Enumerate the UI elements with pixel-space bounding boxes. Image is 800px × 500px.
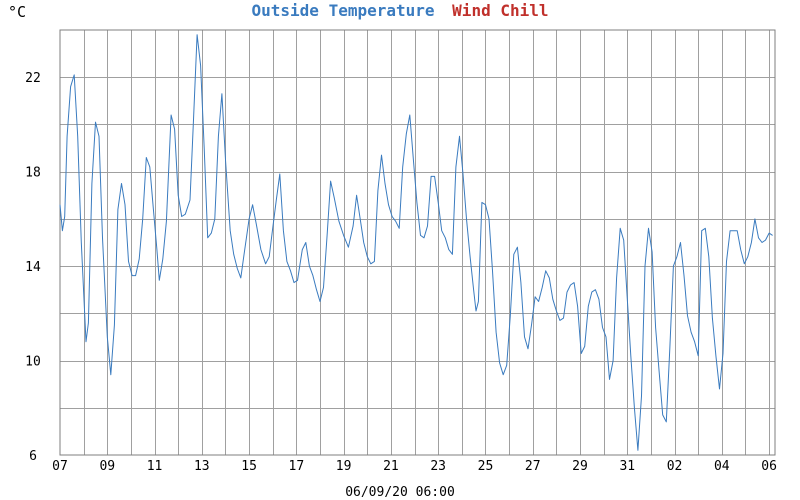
series-group	[59, 34, 773, 451]
x-tick-label: 04	[714, 459, 730, 474]
x-tick-label: 27	[525, 459, 541, 474]
plot-frame	[59, 29, 776, 456]
series-line-outside-temperature	[59, 34, 773, 451]
y-tick-label: 22	[25, 71, 41, 86]
unit-label: °C	[8, 3, 26, 21]
y-tick-label: 18	[25, 166, 41, 181]
x-tick-label: 15	[241, 459, 257, 474]
y-tick-label: 14	[25, 260, 41, 275]
x-tick-label: 31	[619, 459, 635, 474]
x-tick-label: 07	[52, 459, 68, 474]
y-tick-labels: 6 10 14 18 22	[25, 71, 41, 464]
x-axis-label: 06/09/20 06:00	[345, 485, 455, 500]
x-tick-label: 21	[383, 459, 399, 474]
x-tick-label: 19	[336, 459, 352, 474]
x-tick-label: 02	[667, 459, 683, 474]
x-tick-label: 09	[99, 459, 115, 474]
x-tick-label: 06	[761, 459, 777, 474]
x-tick-label: 25	[478, 459, 494, 474]
x-tick-label: 23	[430, 459, 446, 474]
legend-outside-temperature: Outside Temperature	[252, 1, 435, 20]
x-tick-label: 13	[194, 459, 210, 474]
chart-title: Outside Temperature Wind Chill	[252, 1, 549, 20]
x-tick-label: 17	[289, 459, 305, 474]
x-tick-label: 11	[147, 459, 163, 474]
x-tick-label: 29	[572, 459, 588, 474]
y-tick-label: 10	[25, 355, 41, 370]
legend-wind-chill: Wind Chill	[452, 1, 548, 20]
y-tick-label: 6	[29, 449, 37, 464]
x-tick-labels: 07 09 11 13 15 17 19 21 23 25 27 29 31 02 04 06	[52, 459, 777, 474]
